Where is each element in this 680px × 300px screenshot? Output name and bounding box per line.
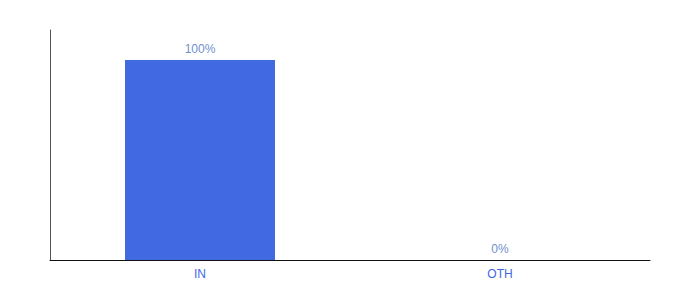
- svg-text:OTH: OTH: [487, 267, 512, 281]
- svg-text:IN: IN: [194, 267, 206, 281]
- svg-text:0%: 0%: [491, 242, 509, 256]
- svg-text:100%: 100%: [185, 42, 216, 56]
